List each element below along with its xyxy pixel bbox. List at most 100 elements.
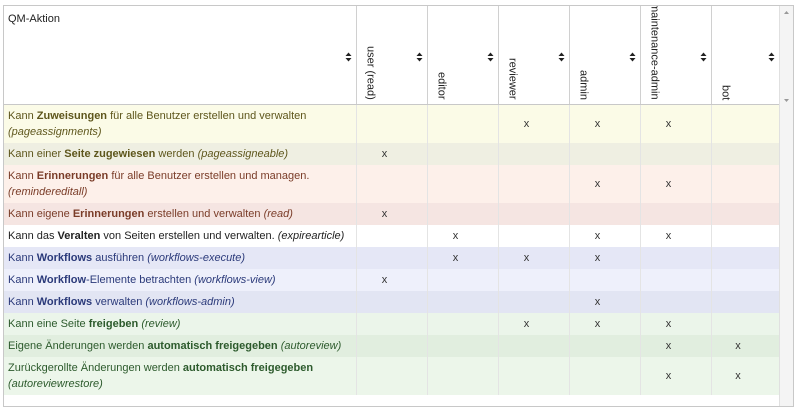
column-header[interactable]: user (read) xyxy=(356,6,428,105)
permission-cell xyxy=(356,335,428,357)
column-header[interactable]: bot xyxy=(711,6,780,105)
permission-cell xyxy=(569,335,641,357)
action-cell: Kann Workflows verwalten (workflows-admi… xyxy=(4,291,357,313)
column-header[interactable]: editor xyxy=(427,6,499,105)
table-row: Kann Erinnerungen für alle Benutzer erst… xyxy=(4,165,780,203)
permission-mark: x xyxy=(735,370,741,382)
permission-code: (expirearticle) xyxy=(277,230,345,242)
permission-cell: x xyxy=(569,165,641,203)
permission-mark: x xyxy=(594,252,601,264)
action-keyword: automatisch freigegeben xyxy=(182,362,314,374)
permission-code: (autoreview) xyxy=(280,340,342,352)
sort-arrows xyxy=(487,52,493,62)
action-cell: Kann Zuweisungen für alle Benutzer erste… xyxy=(4,104,357,143)
permission-cell xyxy=(427,203,499,225)
permission-code: (pageassignments) xyxy=(8,126,102,138)
action-text: für alle Benutzer erstellen und managen. xyxy=(108,170,310,182)
action-cell: Kann eigene Erinnerungen erstellen und v… xyxy=(4,203,357,225)
permission-mark: x xyxy=(594,318,601,330)
permission-cell: x xyxy=(711,335,780,357)
action-text: Kann xyxy=(8,296,37,308)
permission-cell xyxy=(711,291,780,313)
permission-cell: x xyxy=(356,203,428,225)
sort-icon[interactable] xyxy=(700,52,707,62)
permission-cell xyxy=(569,357,641,395)
permission-mark: x xyxy=(665,118,672,130)
scroll-down[interactable] xyxy=(784,99,789,102)
action-text: Kann xyxy=(8,170,37,182)
permission-mark: x xyxy=(594,296,601,308)
header-row: QM-Aktion user (read) editor reviewer admin m… xyxy=(4,6,780,105)
column-title: QM-Aktion xyxy=(8,13,60,25)
scroll-up[interactable] xyxy=(784,11,789,14)
permission-cell xyxy=(498,335,570,357)
permission-cell xyxy=(569,143,641,165)
action-cell: Kann Workflows ausführen (workflows-exec… xyxy=(4,247,357,269)
sort-icon[interactable] xyxy=(345,52,352,62)
permission-mark: x xyxy=(665,230,672,242)
sort-arrows xyxy=(629,52,635,62)
sort-icon[interactable] xyxy=(487,52,494,62)
permission-mark: x xyxy=(381,274,388,286)
permission-cell: x xyxy=(640,225,712,247)
column-header[interactable]: QM-Aktion xyxy=(4,6,357,105)
column-header[interactable]: admin xyxy=(569,6,641,105)
permission-cell xyxy=(427,165,499,203)
action-keyword: Erinnerungen xyxy=(36,170,109,182)
permission-cell xyxy=(427,357,499,395)
action-keyword: Workflow xyxy=(36,274,87,286)
table-container: QM-Aktion user (read) editor reviewer admin m… xyxy=(3,5,794,407)
permission-cell xyxy=(356,247,428,269)
permission-cell xyxy=(356,225,428,247)
table-row: Kann Zuweisungen für alle Benutzer erste… xyxy=(4,104,780,143)
permission-mark: x xyxy=(381,208,388,220)
permissions-table: QM-Aktion user (read) editor reviewer admin m… xyxy=(4,6,780,395)
sort-arrows xyxy=(768,52,774,62)
permission-mark: x xyxy=(594,178,601,190)
permission-cell xyxy=(640,203,712,225)
column-title-vertical: editor xyxy=(435,72,448,100)
action-keyword: Workflows xyxy=(36,252,93,264)
scrollbar[interactable] xyxy=(779,6,793,406)
sort-arrows xyxy=(345,52,351,62)
permission-cell xyxy=(640,247,712,269)
permission-cell xyxy=(711,165,780,203)
permission-code: (remindereditall) xyxy=(8,186,88,198)
sort-icon[interactable] xyxy=(416,52,423,62)
action-text: werden xyxy=(155,148,195,160)
permission-mark: x xyxy=(523,118,530,130)
sort-icon[interactable] xyxy=(768,52,775,62)
column-header[interactable]: maintenance-admin xyxy=(640,6,712,105)
permission-cell: x xyxy=(569,247,641,269)
permission-code: (pageassigneable) xyxy=(197,148,289,160)
permission-cell xyxy=(427,291,499,313)
action-cell: Kann einer Seite zugewiesen werden (page… xyxy=(4,143,357,165)
permission-mark: x xyxy=(665,340,672,352)
sort-icon[interactable] xyxy=(558,52,565,62)
permission-mark: x xyxy=(594,118,601,130)
permission-cell xyxy=(640,291,712,313)
column-header[interactable]: reviewer xyxy=(498,6,570,105)
permission-cell xyxy=(498,225,570,247)
action-cell: Kann Workflow-Elemente betrachten (workf… xyxy=(4,269,357,291)
permission-mark: x xyxy=(665,178,672,190)
permission-code: (workflows-view) xyxy=(194,274,276,286)
action-text: Eigene Änderungen werden xyxy=(8,340,148,352)
column-title-vertical: bot xyxy=(719,84,732,100)
action-keyword: automatisch freigegeben xyxy=(147,340,278,352)
permission-cell: x xyxy=(498,313,570,335)
sort-arrows xyxy=(416,52,422,62)
permission-cell: x xyxy=(569,313,641,335)
permission-cell xyxy=(569,203,641,225)
permission-mark: x xyxy=(735,340,741,352)
permission-code: (read) xyxy=(263,208,293,220)
action-cell: Zurückgerollte Änderungen werden automat… xyxy=(4,357,357,395)
permission-cell: x xyxy=(569,291,641,313)
sort-icon[interactable] xyxy=(629,52,636,62)
action-text: Kann eine Seite xyxy=(8,318,89,330)
permission-cell: x xyxy=(498,247,570,269)
permission-cell: x xyxy=(640,165,712,203)
permission-cell: x xyxy=(427,247,499,269)
